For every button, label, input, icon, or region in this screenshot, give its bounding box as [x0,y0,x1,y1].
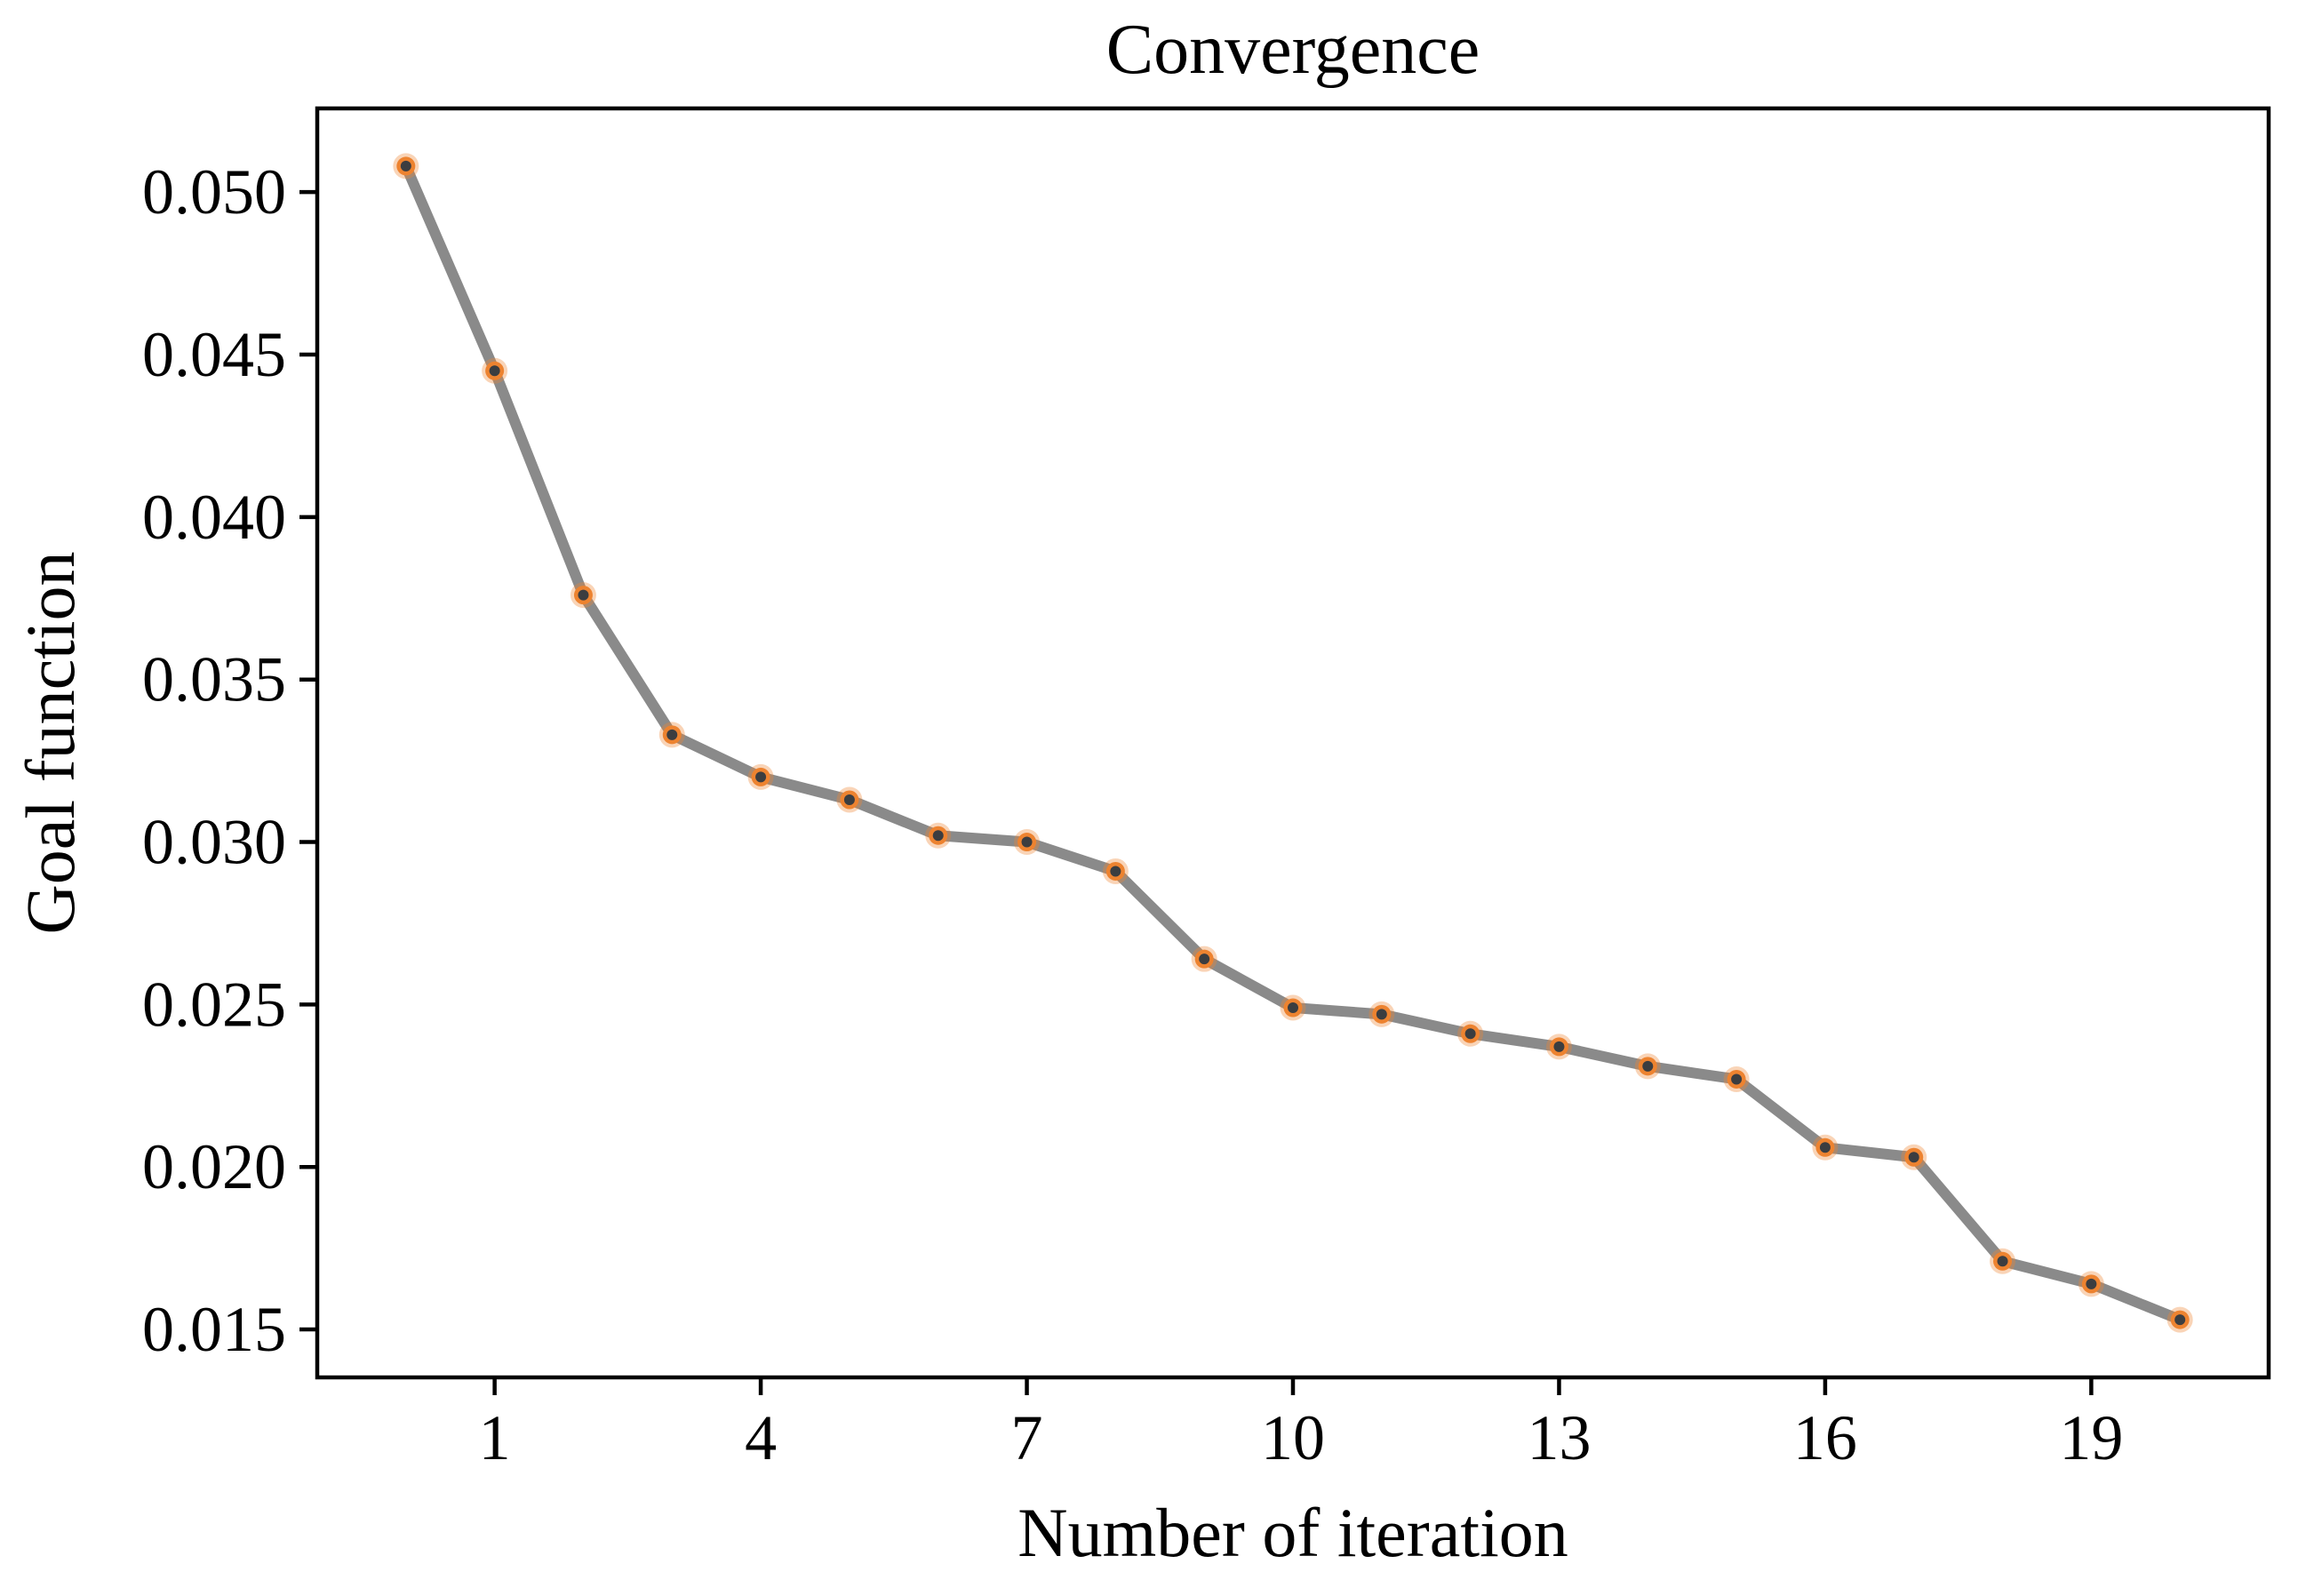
data-point-center [755,771,767,783]
data-point-center [400,160,411,172]
data-point-center [1997,1256,2008,1267]
y-tick-label: 0.030 [142,807,286,878]
data-point-center [666,729,678,740]
x-axis-label: Number of iteration [1017,1494,1568,1571]
chart-title: Convergence [1105,11,1480,89]
data-point-center [1376,1009,1387,1020]
y-tick-label: 0.020 [142,1131,286,1202]
data-point-center [1464,1028,1476,1040]
data-point-center [2174,1314,2186,1326]
x-tick-label: 7 [1011,1402,1043,1473]
data-point-center [1731,1073,1743,1085]
data-point-center [2086,1278,2097,1289]
y-tick-label: 0.025 [142,969,286,1040]
y-tick-label: 0.015 [142,1294,286,1365]
data-point-center [1553,1041,1565,1052]
x-tick-label: 13 [1527,1402,1591,1473]
y-tick-label: 0.040 [142,482,286,553]
data-point-center [1288,1002,1298,1014]
y-tick-label: 0.045 [142,319,286,390]
y-axis-label: Goal function [12,551,89,935]
data-point-center [1199,954,1210,965]
data-point-center [932,830,944,842]
plot-frame [315,106,2271,1380]
y-tick-label: 0.035 [142,644,286,715]
data-point-center [489,365,500,377]
x-tick-label: 16 [1793,1402,1857,1473]
y-tick-label: 0.050 [142,156,286,227]
x-tick-label: 1 [479,1402,511,1473]
data-point-center [1908,1152,1919,1163]
x-tick-label: 10 [1261,1402,1325,1473]
x-tick-label: 4 [745,1402,777,1473]
data-point-center [1021,836,1033,848]
data-point-center [843,794,855,805]
data-point-center [1642,1060,1654,1072]
x-tick-label: 19 [2059,1402,2123,1473]
data-point-center [1819,1142,1831,1153]
data-point-center [578,589,589,601]
data-point-center [1110,866,1121,877]
